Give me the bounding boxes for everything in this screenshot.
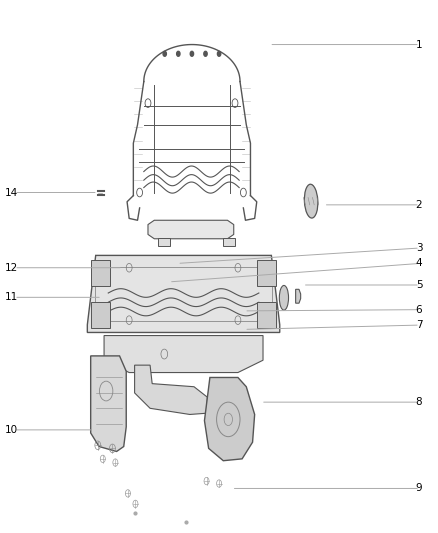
Text: 14: 14 [5,188,18,198]
Text: 2: 2 [416,200,422,210]
Text: 4: 4 [416,259,422,269]
Polygon shape [91,356,126,451]
Ellipse shape [304,184,318,218]
Circle shape [190,51,194,56]
Text: 10: 10 [5,425,18,435]
Text: 11: 11 [5,292,18,302]
Polygon shape [205,377,254,461]
Bar [223,238,235,246]
Text: 7: 7 [416,320,422,330]
Polygon shape [104,336,263,373]
Circle shape [177,51,180,56]
Bar [159,238,170,246]
Bar [91,260,110,286]
Text: 3: 3 [416,243,422,253]
Polygon shape [148,220,234,239]
Circle shape [217,51,221,56]
Bar [257,260,276,286]
Text: 9: 9 [416,483,422,494]
Circle shape [163,51,166,56]
Text: 12: 12 [5,263,18,273]
Text: 8: 8 [416,397,422,407]
Text: 1: 1 [416,39,422,50]
Bar [91,302,110,328]
Text: 6: 6 [416,305,422,314]
Ellipse shape [279,286,289,310]
Bar [257,302,276,328]
Polygon shape [134,365,207,415]
Polygon shape [87,255,280,333]
Polygon shape [296,289,300,303]
Circle shape [204,51,207,56]
Text: 5: 5 [416,280,422,290]
